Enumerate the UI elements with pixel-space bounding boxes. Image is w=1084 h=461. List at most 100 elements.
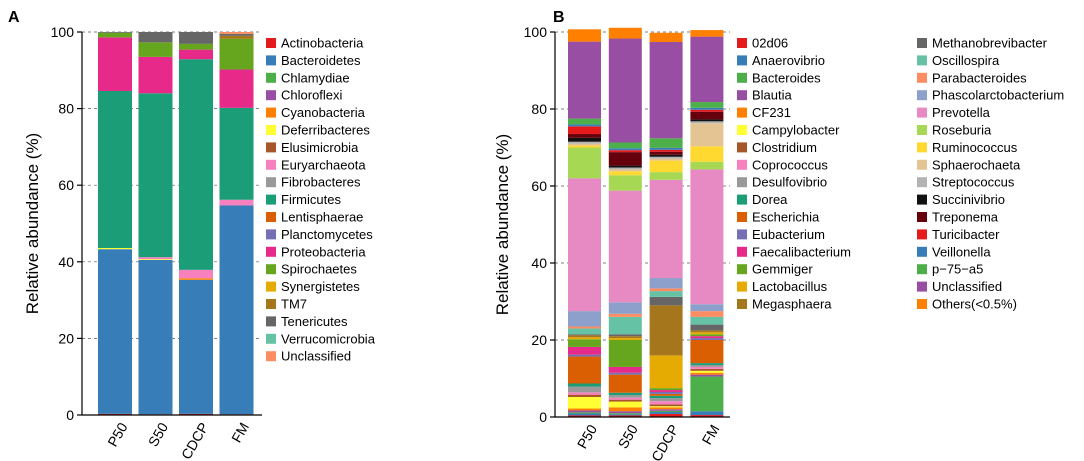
bar-segment (649, 32, 683, 43)
y-tick-label: 100 (51, 24, 75, 40)
bar-segment (568, 386, 601, 393)
legend-swatch (737, 177, 747, 188)
legend-label: Unclassified (281, 349, 351, 364)
bar-segment (98, 248, 132, 250)
legend-swatch (737, 107, 747, 118)
bar-segment (690, 376, 724, 412)
legend-swatch (266, 72, 276, 83)
y-tick-label: 20 (531, 332, 547, 348)
bar-segment (690, 36, 724, 103)
bar-segment (568, 145, 601, 148)
legend-label: Anaerovibrio (752, 53, 825, 68)
bar-segment (608, 27, 642, 39)
bar-segment (690, 340, 724, 364)
bar-segment (568, 415, 601, 417)
bar-segment (649, 391, 683, 394)
legend-label: Others(<0.5%) (932, 297, 1017, 312)
bar-segment (649, 179, 683, 279)
bar-segment (179, 59, 213, 270)
legend-label: Spirochaetes (281, 262, 357, 277)
bar-segment (649, 278, 683, 289)
bar-segment (219, 199, 254, 206)
bar-segment (690, 102, 724, 108)
legend-label: Ruminococcus (932, 140, 1018, 155)
bar-segment (608, 336, 642, 339)
bar-segment (138, 56, 173, 94)
bar-segment (568, 413, 601, 416)
bar-segment (690, 324, 724, 331)
legend-label: Chlamydiae (281, 70, 350, 85)
y-tick-label: 80 (531, 101, 547, 117)
bar-segment (649, 151, 683, 155)
bar-segment (568, 412, 601, 414)
bar-segment (690, 161, 724, 170)
y-tick-label: 0 (539, 409, 547, 425)
legend-label: Desulfovibrio (752, 175, 827, 190)
bar-segment (219, 107, 254, 200)
legend-label: Firmicutes (281, 192, 341, 207)
legend-swatch (266, 142, 276, 153)
legend-swatch (737, 212, 747, 222)
legend-swatch (917, 55, 927, 66)
bar-segment (690, 372, 724, 375)
legend-swatch (917, 177, 927, 188)
bar-segment (690, 316, 724, 325)
legend-label: Sphaerochaeta (932, 157, 1021, 172)
legend-label: Unclassified (932, 279, 1002, 294)
legend-swatch (266, 229, 276, 240)
legend-swatch (266, 281, 276, 292)
legend-swatch (737, 194, 747, 205)
legend-swatch (266, 38, 276, 48)
bar-segment (690, 411, 724, 416)
bar-segment (690, 332, 724, 335)
legend-label: Bacteroides (752, 70, 821, 85)
y-tick-label: 20 (58, 330, 74, 346)
bar-segment (138, 259, 173, 260)
legend-label: Cyanobacteria (281, 105, 366, 120)
y-tick-label: 40 (58, 254, 74, 270)
bar-segment (608, 372, 642, 375)
bar-segment (690, 169, 724, 305)
bar-segment (219, 205, 254, 415)
bar-segment (649, 288, 683, 292)
bar-segment (608, 313, 642, 317)
bar-segment (608, 150, 642, 153)
bar-segment (568, 356, 601, 384)
legend-swatch (266, 351, 276, 362)
legend-swatch (737, 281, 747, 292)
bar-segment (568, 143, 601, 146)
bar-segment (608, 407, 642, 412)
bar-segment (608, 392, 642, 396)
bar-segment (138, 42, 173, 57)
legend-label: 02d06 (752, 36, 788, 51)
bar-segment (649, 388, 683, 391)
legend-swatch (737, 90, 747, 101)
legend-swatch (917, 264, 927, 275)
legend-swatch (917, 125, 927, 135)
bar-segment (568, 346, 601, 355)
legend-swatch (266, 125, 276, 135)
legend-label: Faecalibacterium (752, 244, 851, 259)
legend-swatch (737, 229, 747, 240)
legend-swatch (266, 212, 276, 222)
legend-label: Chloroflexi (281, 88, 343, 103)
bar-segment (568, 392, 601, 395)
bar-segment (608, 415, 642, 417)
bar-segment (690, 30, 724, 37)
legend-swatch (917, 229, 927, 240)
bar-segment (568, 118, 601, 125)
bar-segment (568, 339, 601, 347)
bar-segment (568, 394, 601, 397)
legend-label: Lentisphaerae (281, 210, 363, 225)
legend-swatch (737, 55, 747, 66)
y-tick-label: 60 (58, 177, 74, 193)
x-tick-label: P50 (104, 420, 130, 450)
x-tick-label: S50 (145, 420, 171, 450)
y-tick-label: 100 (524, 24, 548, 40)
bar-segment (649, 147, 683, 150)
legend-swatch (266, 177, 276, 188)
legend-swatch (266, 264, 276, 275)
legend-label: Prevotella (932, 105, 991, 120)
bar-segment (690, 107, 724, 110)
